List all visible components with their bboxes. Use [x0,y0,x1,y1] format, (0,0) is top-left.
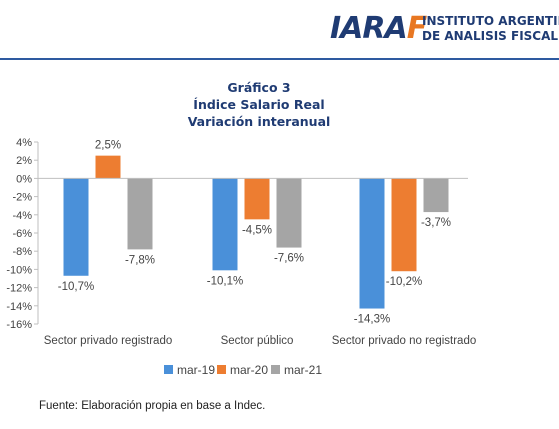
org-name-line-2: DE ANALISIS FISCAL [422,29,559,43]
data-label: -7,6% [274,253,304,265]
org-name-line-1: INSTITUTO ARGENTINO [422,14,559,28]
logo-mark: IARAF [330,11,427,46]
chart-title-line-2: Índice Salario Real [193,97,325,112]
x-category-label: Sector privado no registrado [332,335,476,347]
chart-title-line-1: Gráfico 3 [227,80,291,95]
iaraf-logo: IARAF INSTITUTO ARGENTINO DE ANALISIS FI… [330,8,559,48]
y-tick-label: -14% [6,301,32,313]
chart-title-line-3: Variación interanual [187,114,331,129]
org-name: INSTITUTO ARGENTINO DE ANALISIS FISCAL [422,14,559,44]
legend-swatch [164,365,173,374]
x-category-label: Sector privado registrado [44,335,172,347]
legend-label: mar-21 [284,363,323,377]
legend-item-mar-21: mar-21 [271,362,322,378]
data-label: -14,3% [354,314,390,326]
bar-mar-19 [359,178,385,309]
data-label: -7,8% [125,254,155,266]
bar-mar-20 [244,178,270,220]
y-tick-label: -2% [12,192,32,204]
data-label: 2,5% [95,140,121,152]
bar-mar-20 [391,178,417,272]
y-tick-label: 0% [16,173,32,185]
source-note: Fuente: Elaboración propia en base a Ind… [39,400,266,412]
chart-title: Gráfico 3 Índice Salario Real Variación … [0,79,518,130]
data-label: -10,2% [386,276,422,288]
header-divider [0,58,559,60]
y-tick-label: -8% [12,246,32,258]
y-tick-label: -4% [12,210,32,222]
y-tick-label: -16% [6,319,32,331]
y-tick-label: -12% [6,283,32,295]
x-category-label: Sector público [221,335,294,347]
bar-mar-20 [95,155,121,179]
data-label: -10,7% [58,281,94,293]
data-label: -10,1% [207,275,243,287]
bar-mar-21 [423,178,449,213]
y-tick-label: 4% [16,137,32,149]
legend-label: mar-19 [177,363,216,377]
bar-chart: 4% 2% 0% -2% -4% -6% -8% -10% -12% -14% -16% -10,7%… [6,137,476,347]
bar-mar-21 [127,178,153,250]
data-label: -3,7% [421,217,451,229]
y-tick-label: 2% [16,155,32,167]
data-label: -4,5% [242,224,272,236]
bar-mar-19 [63,178,89,276]
legend-item-mar-20: mar-20 [217,362,268,378]
legend-swatch [217,365,226,374]
legend-swatch [271,365,280,374]
bar-mar-21 [276,178,302,248]
y-tick-label: -10% [6,264,32,276]
y-tick-label: -6% [12,228,32,240]
legend-item-mar-19: mar-19 [164,362,215,378]
legend-label: mar-20 [230,363,269,377]
chart-legend: mar-19 mar-20 mar-21 [0,362,559,378]
bar-mar-19 [212,178,238,271]
